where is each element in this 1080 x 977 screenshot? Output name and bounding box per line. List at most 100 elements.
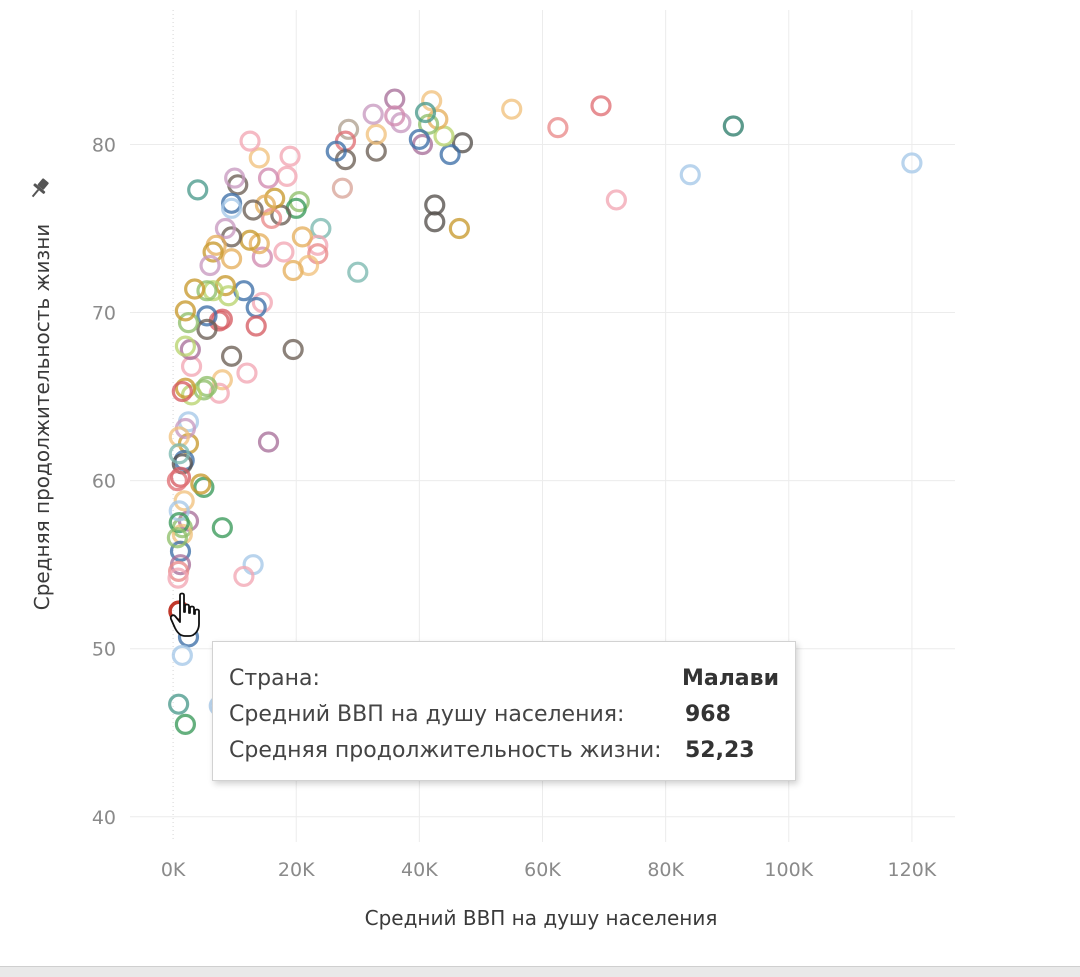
data-point[interactable] bbox=[251, 246, 273, 268]
tooltip-row-gdp: Средний ВВП на душу населения: 968 bbox=[229, 696, 779, 732]
data-point[interactable] bbox=[421, 90, 443, 112]
data-point[interactable] bbox=[722, 115, 744, 137]
data-point[interactable] bbox=[169, 466, 192, 488]
data-point[interactable] bbox=[439, 143, 461, 166]
data-point[interactable] bbox=[418, 113, 440, 135]
data-point[interactable] bbox=[199, 254, 221, 277]
data-point[interactable] bbox=[214, 217, 237, 240]
data-point[interactable] bbox=[251, 291, 273, 314]
data-point[interactable] bbox=[184, 278, 206, 300]
data-point[interactable] bbox=[174, 713, 197, 735]
data-point[interactable] bbox=[901, 152, 923, 174]
data-point[interactable] bbox=[168, 443, 190, 465]
data-point[interactable] bbox=[362, 103, 384, 125]
data-point[interactable] bbox=[282, 338, 304, 361]
data-point[interactable] bbox=[310, 217, 332, 240]
data-point[interactable] bbox=[202, 241, 224, 263]
data-point[interactable] bbox=[248, 147, 270, 169]
tooltip-value: 968 bbox=[685, 701, 731, 727]
x-tick-label: 40K bbox=[401, 859, 438, 881]
data-point[interactable] bbox=[501, 98, 523, 120]
data-point[interactable] bbox=[233, 565, 255, 588]
x-tick-label: 20K bbox=[278, 859, 315, 881]
data-point[interactable] bbox=[590, 95, 612, 117]
data-point[interactable] bbox=[279, 145, 301, 167]
tooltip-row-country: Страна: Малави bbox=[229, 660, 779, 696]
tooltip-row-life: Средняя продолжительность жизни: 52,23 bbox=[229, 732, 779, 768]
tooltip-value: 52,23 bbox=[685, 737, 755, 763]
data-point[interactable] bbox=[257, 167, 280, 189]
pin-icon[interactable] bbox=[26, 176, 52, 206]
data-point[interactable] bbox=[193, 476, 215, 498]
data-point[interactable] bbox=[547, 117, 569, 139]
data-point[interactable] bbox=[291, 226, 313, 248]
data-point[interactable] bbox=[169, 540, 192, 562]
data-point[interactable] bbox=[168, 512, 190, 534]
data-point[interactable] bbox=[166, 527, 189, 549]
data-point[interactable] bbox=[254, 194, 277, 216]
data-point[interactable] bbox=[187, 179, 209, 201]
data-point[interactable] bbox=[257, 431, 280, 453]
x-tick-label: 80K bbox=[647, 859, 684, 881]
data-point[interactable] bbox=[242, 554, 264, 576]
data-point[interactable] bbox=[276, 165, 298, 187]
y-tick-label: 80 bbox=[92, 134, 116, 156]
data-point[interactable] bbox=[384, 105, 406, 127]
data-point[interactable] bbox=[196, 305, 218, 327]
data-point[interactable] bbox=[424, 211, 446, 233]
data-point[interactable] bbox=[220, 197, 243, 219]
data-point[interactable] bbox=[168, 560, 190, 582]
data-point[interactable] bbox=[220, 248, 243, 270]
data-point[interactable] bbox=[390, 112, 412, 134]
data-point[interactable] bbox=[174, 300, 197, 322]
data-point[interactable] bbox=[245, 315, 267, 337]
data-point[interactable] bbox=[174, 335, 197, 357]
data-point[interactable] bbox=[211, 517, 233, 539]
data-point[interactable] bbox=[171, 380, 193, 403]
data-point[interactable] bbox=[236, 362, 258, 384]
data-point[interactable] bbox=[239, 130, 261, 152]
data-point[interactable] bbox=[224, 167, 246, 189]
data-point[interactable] bbox=[282, 259, 304, 282]
tooltip-value: Малави bbox=[681, 665, 779, 691]
tooltip-label: Средняя продолжительность жизни: bbox=[229, 737, 662, 763]
data-point[interactable] bbox=[679, 164, 701, 186]
data-point[interactable] bbox=[325, 140, 347, 162]
data-point[interactable] bbox=[248, 233, 270, 255]
data-point[interactable] bbox=[347, 261, 369, 283]
data-point[interactable] bbox=[220, 345, 243, 367]
data-point[interactable] bbox=[414, 101, 437, 124]
data-point[interactable] bbox=[177, 312, 200, 334]
data-point[interactable] bbox=[168, 693, 190, 715]
data-point[interactable] bbox=[167, 567, 189, 589]
data-point[interactable] bbox=[605, 189, 627, 211]
tooltip-label: Страна: bbox=[229, 665, 320, 691]
data-point[interactable] bbox=[196, 318, 218, 340]
data-point[interactable] bbox=[331, 177, 354, 199]
data-point[interactable] bbox=[408, 128, 430, 151]
y-tick-label: 40 bbox=[92, 807, 116, 829]
x-tick-label: 60K bbox=[524, 859, 561, 881]
data-point[interactable] bbox=[168, 500, 190, 522]
data-point[interactable] bbox=[273, 241, 295, 263]
data-point[interactable] bbox=[196, 280, 218, 302]
y-axis-ticks: 40 50 60 70 80 bbox=[92, 134, 116, 828]
data-point[interactable] bbox=[190, 473, 212, 495]
tooltip: Страна: Малави Средний ВВП на душу насел… bbox=[212, 641, 796, 781]
data-point[interactable] bbox=[180, 384, 203, 406]
y-tick-label: 70 bbox=[92, 303, 116, 325]
data-point[interactable] bbox=[242, 199, 264, 221]
data-point[interactable] bbox=[214, 275, 237, 297]
data-point[interactable] bbox=[451, 132, 474, 154]
bottom-bar bbox=[0, 966, 1080, 977]
data-point[interactable] bbox=[337, 118, 360, 140]
data-point[interactable] bbox=[173, 490, 195, 512]
data-points[interactable] bbox=[166, 88, 923, 735]
data-point[interactable] bbox=[174, 377, 197, 399]
data-point[interactable] bbox=[171, 644, 193, 667]
data-point[interactable] bbox=[166, 470, 189, 492]
data-point[interactable] bbox=[365, 123, 387, 145]
x-axis-title: Средний ВВП на душу населения bbox=[365, 906, 718, 930]
data-point[interactable] bbox=[448, 217, 470, 240]
